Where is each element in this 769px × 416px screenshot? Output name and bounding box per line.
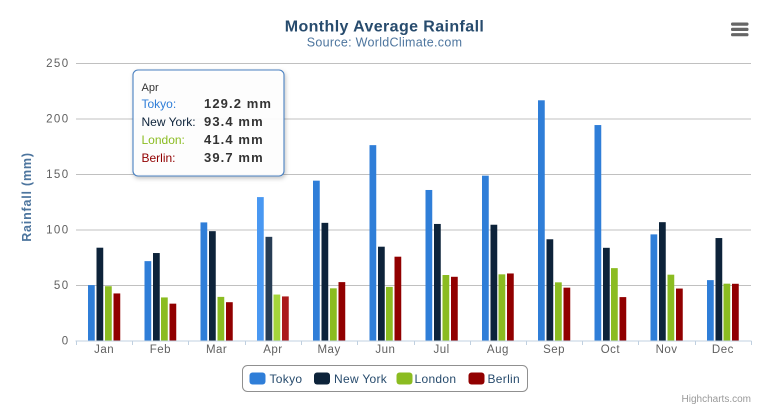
svg-text:Feb: Feb xyxy=(150,344,171,356)
svg-text:Monthly Average Rainfall: Monthly Average Rainfall xyxy=(285,19,485,36)
svg-text:Jan: Jan xyxy=(94,344,114,356)
svg-text:200: 200 xyxy=(46,114,69,126)
svg-text:Highcharts.com: Highcharts.com xyxy=(682,394,751,405)
svg-text:Apr: Apr xyxy=(142,82,159,94)
svg-text:39.7 mm: 39.7 mm xyxy=(204,150,264,165)
svg-text:London: London xyxy=(415,372,457,386)
svg-text:Berlin: Berlin xyxy=(488,372,520,386)
svg-text:Aug: Aug xyxy=(487,344,509,356)
svg-text:Nov: Nov xyxy=(656,344,678,356)
svg-text:150: 150 xyxy=(46,169,69,181)
svg-text:Jun: Jun xyxy=(375,344,395,356)
svg-text:93.4 mm: 93.4 mm xyxy=(204,114,264,129)
svg-text:129.2 mm: 129.2 mm xyxy=(204,96,272,111)
svg-text:41.4 mm: 41.4 mm xyxy=(204,132,264,147)
svg-text:0: 0 xyxy=(62,336,70,348)
svg-text:New York:: New York: xyxy=(142,115,196,129)
svg-text:Tokyo:: Tokyo: xyxy=(142,97,177,111)
svg-text:Dec: Dec xyxy=(712,344,734,356)
svg-text:Rainfall (mm): Rainfall (mm) xyxy=(20,152,34,242)
svg-text:Source: WorldClimate.com: Source: WorldClimate.com xyxy=(307,36,463,50)
svg-text:100: 100 xyxy=(46,225,69,237)
svg-text:Apr: Apr xyxy=(263,344,282,356)
svg-text:Sep: Sep xyxy=(543,344,565,356)
svg-text:May: May xyxy=(317,344,340,356)
svg-text:250: 250 xyxy=(46,58,69,70)
svg-text:Mar: Mar xyxy=(206,344,227,356)
svg-text:Oct: Oct xyxy=(601,344,621,356)
svg-text:50: 50 xyxy=(54,280,70,292)
svg-text:Berlin:: Berlin: xyxy=(142,151,176,165)
svg-text:London:: London: xyxy=(142,133,185,147)
svg-text:Tokyo: Tokyo xyxy=(270,372,303,386)
svg-text:Jul: Jul xyxy=(433,344,449,356)
svg-text:New York: New York xyxy=(334,372,388,386)
